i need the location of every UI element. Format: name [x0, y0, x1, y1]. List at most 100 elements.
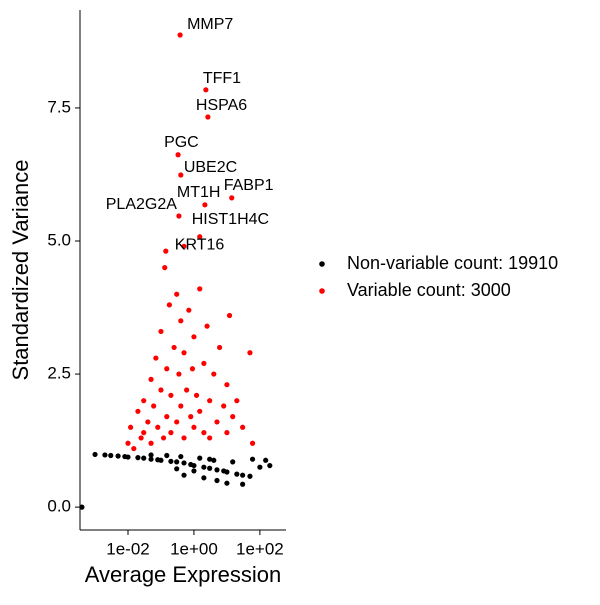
point: [224, 429, 230, 436]
point: [125, 440, 131, 446]
point: [201, 475, 207, 481]
point: [115, 453, 121, 459]
point: [224, 382, 230, 388]
point: [155, 424, 161, 430]
x-tick-label: 1e+00: [170, 539, 218, 558]
point: [230, 414, 236, 420]
point: [178, 453, 184, 460]
point: [240, 472, 246, 478]
point: [211, 457, 217, 463]
point: [174, 459, 180, 465]
point: [214, 419, 220, 425]
point: [207, 465, 213, 471]
point: [186, 307, 192, 313]
point: [153, 355, 159, 361]
point: [141, 398, 147, 404]
point-label: MT1H: [177, 184, 221, 201]
point: [160, 435, 167, 441]
point: [230, 459, 236, 465]
point: [168, 429, 174, 436]
point: [158, 328, 164, 335]
point: [226, 312, 233, 319]
point: [174, 466, 180, 472]
point: [224, 469, 230, 475]
point-label: MMP7: [187, 16, 233, 33]
point: [207, 398, 213, 404]
point: [177, 32, 183, 38]
y-tick-label: 7.5: [47, 97, 71, 116]
y-tick-label: 2.5: [47, 364, 71, 383]
point: [181, 460, 187, 466]
point: [240, 424, 246, 430]
point: [158, 387, 164, 393]
point: [148, 452, 154, 458]
point: [188, 414, 194, 420]
point: [234, 398, 240, 404]
point: [176, 213, 182, 219]
x-axis-title: Average Expression: [85, 562, 282, 587]
y-axis-title: Standardized Variance: [8, 160, 33, 381]
point-label: HSPA6: [196, 97, 247, 114]
point: [249, 440, 256, 446]
point: [176, 371, 182, 377]
point: [148, 456, 154, 462]
point: [164, 452, 170, 459]
legend-marker: [319, 288, 325, 294]
x-tick-label: 1e+02: [236, 539, 284, 558]
point: [257, 464, 263, 470]
point: [145, 419, 151, 425]
point: [197, 408, 203, 414]
point: [168, 392, 174, 398]
point: [191, 334, 197, 340]
point: [163, 248, 169, 254]
point: [168, 458, 174, 464]
point-label: TFF1: [203, 70, 241, 87]
point: [247, 350, 253, 356]
x-tick-label: 1e-02: [106, 539, 149, 558]
point: [205, 114, 211, 120]
point: [207, 435, 213, 441]
point-label: FABP1: [224, 177, 274, 194]
point: [151, 403, 157, 409]
point: [240, 481, 246, 487]
point: [214, 477, 220, 484]
point: [216, 344, 223, 351]
point: [102, 452, 108, 458]
point: [164, 366, 170, 372]
y-tick-label: 0.0: [47, 497, 71, 516]
point-label: HIST1H4C: [192, 211, 269, 228]
point: [249, 456, 256, 462]
point: [148, 376, 154, 382]
point: [267, 462, 273, 469]
point: [178, 318, 184, 324]
point: [138, 435, 144, 441]
point: [202, 202, 208, 208]
point: [174, 419, 180, 425]
point: [181, 435, 187, 441]
point: [263, 457, 269, 463]
point: [125, 454, 131, 460]
y-tick-label: 5.0: [47, 230, 71, 249]
point: [108, 452, 114, 459]
point: [201, 464, 207, 470]
point-label: PGC: [164, 134, 199, 151]
point: [197, 286, 203, 292]
point: [193, 392, 200, 398]
legend-label: Non-variable count: 19910: [347, 253, 558, 273]
point: [247, 473, 253, 479]
point: [148, 440, 154, 446]
point-label: PLA2G2A: [106, 196, 177, 213]
point: [203, 87, 209, 93]
point: [92, 451, 98, 458]
point: [234, 471, 240, 477]
point: [184, 387, 190, 393]
point: [171, 344, 177, 351]
point: [191, 424, 197, 430]
point: [191, 468, 197, 474]
point: [197, 455, 203, 461]
point: [166, 302, 172, 308]
point: [229, 195, 235, 201]
point: [191, 462, 197, 469]
point: [201, 360, 207, 367]
